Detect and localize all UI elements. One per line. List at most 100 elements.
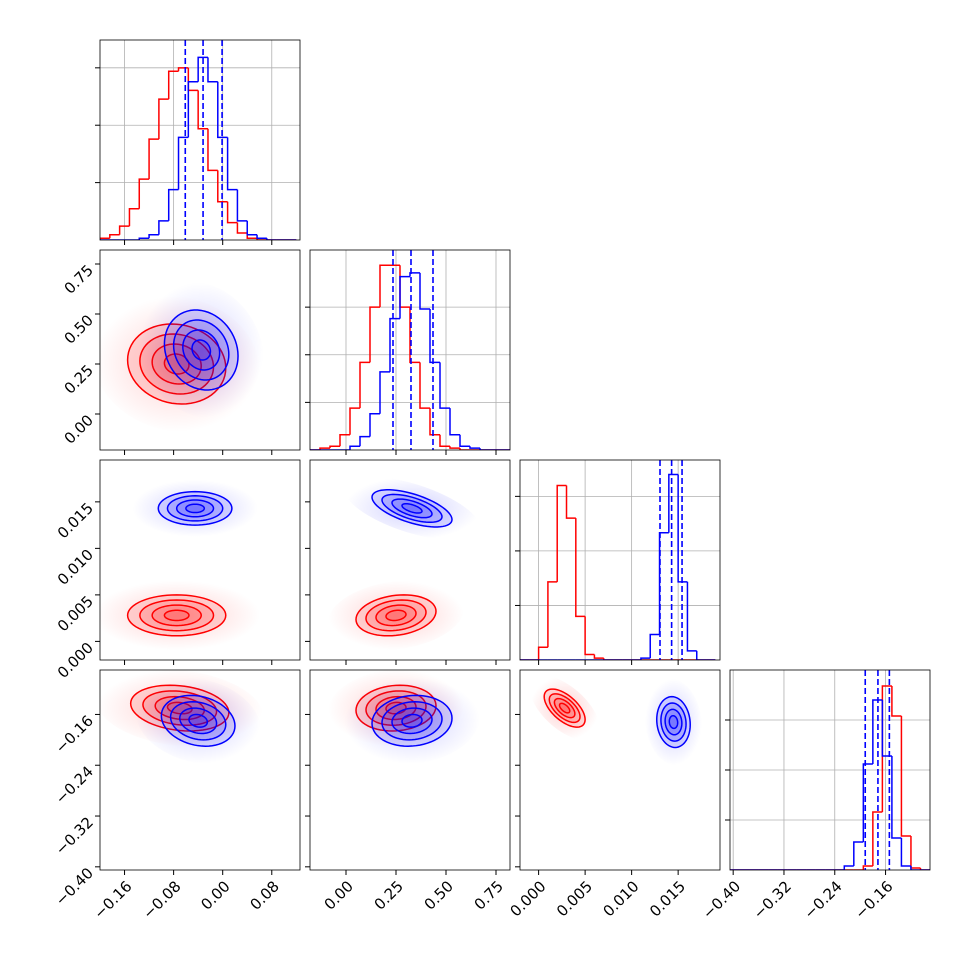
contour [355, 594, 437, 637]
panel [515, 669, 721, 875]
density-fill [392, 499, 432, 518]
hist-step [339, 434, 350, 447]
y-tick-label: 0.25 [61, 361, 97, 397]
contour [160, 694, 236, 747]
hist-step [900, 838, 911, 867]
panel-plot [328, 476, 480, 651]
contour [381, 493, 443, 524]
contour [558, 702, 571, 714]
hist-step [167, 70, 179, 100]
y-tick-label: 0.50 [61, 311, 97, 347]
density-fill [139, 600, 214, 631]
hist-step [109, 234, 120, 239]
contour [543, 688, 586, 728]
hist-step [187, 80, 199, 138]
density-fill [402, 503, 422, 514]
hist-step [197, 56, 208, 82]
contour [139, 599, 215, 632]
hist-step [148, 138, 159, 180]
hist-step [547, 581, 558, 648]
x-tick-label: 0.00 [321, 877, 357, 913]
hist-step [686, 581, 697, 652]
contour [126, 594, 227, 637]
hist-step [138, 178, 150, 209]
hist-step [881, 685, 892, 812]
hist-step [449, 408, 460, 436]
hist-step [329, 445, 340, 449]
hist-step [369, 413, 380, 437]
contour [401, 713, 423, 728]
contour [166, 495, 224, 522]
hist-step [118, 225, 130, 235]
density-fill [376, 605, 416, 626]
hist-step [862, 763, 873, 842]
contour [553, 697, 576, 719]
x-tick-label: 0.75 [471, 877, 507, 913]
density-fill [158, 491, 232, 526]
hist-step [399, 275, 410, 319]
point-cloud [529, 675, 600, 741]
contour [151, 604, 202, 627]
hist-step [138, 237, 150, 240]
panel [305, 249, 511, 455]
hist-step [862, 865, 873, 870]
panel-frame [729, 669, 931, 871]
x-tick-label: 0.25 [371, 877, 407, 913]
panel-plot [529, 675, 702, 766]
hist-step [479, 448, 490, 450]
hist-step [843, 865, 854, 870]
x-tick-label: 0.08 [246, 877, 282, 913]
contour [391, 498, 433, 519]
panel-plot [100, 670, 264, 764]
hist-step [349, 445, 360, 450]
panel-frame [99, 669, 301, 871]
contour [163, 309, 239, 391]
hist-step [177, 67, 189, 72]
contour [391, 707, 433, 735]
contour [191, 339, 212, 361]
panel [515, 459, 721, 665]
panel-plot [100, 282, 264, 432]
hist-step [593, 654, 604, 659]
y-tick-label: 0.75 [61, 261, 97, 297]
y-tick-label: 0.000 [54, 639, 97, 682]
hist-step [459, 448, 470, 450]
hist-step [158, 220, 169, 235]
hist-step [256, 234, 267, 240]
hist-step [369, 306, 380, 363]
hist-step [246, 233, 258, 240]
hist-step [226, 137, 238, 191]
hist-step [429, 309, 440, 364]
density-fill [182, 330, 220, 370]
hist-step [158, 98, 169, 140]
hist-step [187, 67, 199, 92]
hist-step [556, 484, 567, 582]
contour [548, 693, 581, 724]
panel-frame [309, 669, 511, 871]
y-tick-label: −0.24 [52, 763, 97, 808]
panel [95, 459, 301, 665]
point-cloud [135, 677, 261, 764]
density-fill [386, 610, 406, 621]
hist-step [266, 238, 277, 240]
hist-step [872, 699, 883, 764]
hist-step [677, 474, 688, 583]
density-fill [549, 693, 580, 723]
panel [305, 459, 511, 665]
panel-plot [100, 479, 261, 651]
contour [185, 503, 206, 514]
hist-step [419, 362, 430, 409]
contour [157, 490, 233, 526]
panel-frame [519, 669, 721, 871]
y-tick-label: 0.00 [61, 411, 97, 447]
contour [188, 713, 209, 728]
density-fill [161, 695, 235, 747]
x-tick-label: 0.015 [646, 877, 689, 920]
hist-step [177, 136, 189, 190]
panel-frame [99, 39, 301, 241]
panel-plot [328, 670, 480, 764]
hist-step [128, 207, 140, 227]
x-tick-label: 0.00 [197, 877, 233, 913]
contour [668, 714, 679, 730]
contour [175, 499, 215, 518]
